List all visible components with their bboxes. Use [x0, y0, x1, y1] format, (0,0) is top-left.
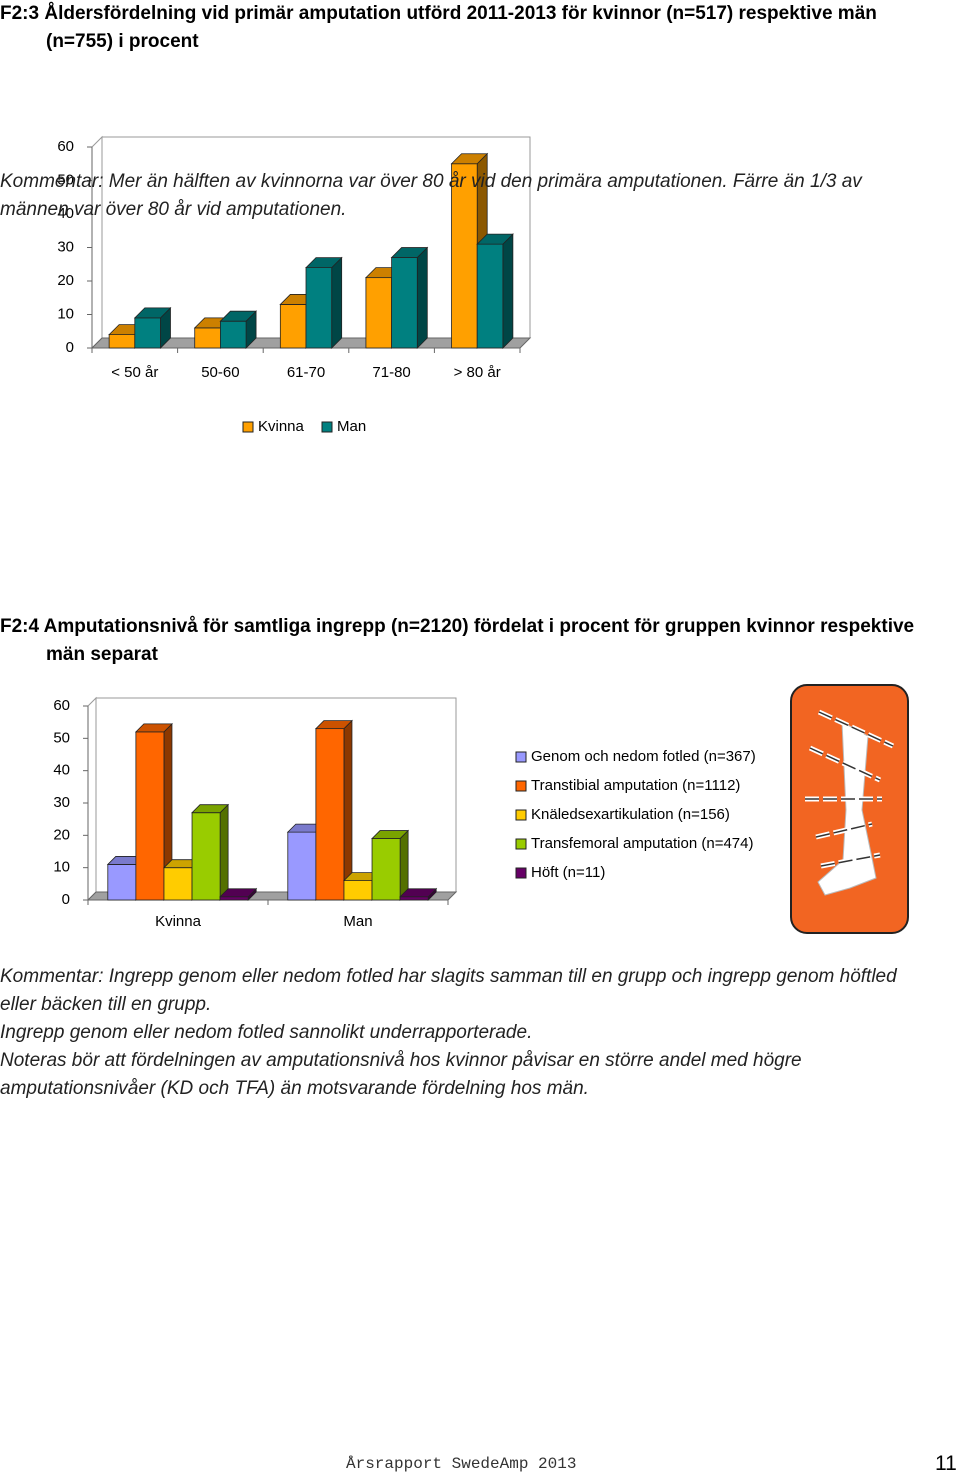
comment: Kommentar: Ingrepp genom eller nedom fot… [0, 963, 930, 1103]
y-tick-label: 40 [57, 205, 74, 222]
bar [108, 334, 136, 349]
y-tick-label: 50 [57, 171, 74, 188]
legend-swatch [515, 751, 527, 763]
y-tick-label: 20 [53, 826, 70, 843]
y-tick-label: 30 [57, 238, 74, 255]
legend-label: Knäledsexartikulation (n=156) [531, 806, 730, 823]
x-tick-label: < 50 år [111, 364, 158, 381]
bar [134, 317, 161, 349]
bar [219, 320, 247, 349]
legend-label: Höft (n=11) [531, 864, 605, 881]
y-tick-label: 20 [57, 272, 74, 289]
legend-swatch [515, 867, 527, 879]
bar [391, 257, 418, 349]
bar-top [476, 233, 514, 245]
bar [451, 163, 478, 349]
comment-paragraph: Ingrepp genom eller nedom fotled sannoli… [0, 1022, 533, 1043]
bar-top [450, 153, 489, 165]
bar-top [191, 804, 230, 814]
bar-top [371, 830, 410, 839]
legend-swatch [321, 421, 333, 433]
legend-label: Genom och nedom fotled (n=367) [531, 748, 756, 765]
bar [365, 277, 393, 349]
bar [135, 731, 165, 901]
y-tick-label: 60 [53, 697, 70, 714]
leg-illustration [790, 684, 909, 934]
bar [191, 812, 221, 901]
x-tick-label: 71-80 [372, 364, 410, 381]
comment-paragraph: Kommentar: Ingrepp genom eller nedom fot… [0, 966, 897, 1015]
bar-top [219, 310, 258, 322]
figure-title: F2:3 Åldersfördelning vid primär amputat… [0, 3, 877, 52]
bar-top [134, 723, 173, 733]
comment-paragraph: Kommentar: Mer än hälften av kvinnorna v… [0, 171, 862, 220]
bar-side [343, 719, 353, 901]
y-tick-label: 50 [53, 729, 70, 746]
bar-top [314, 720, 353, 730]
side-wall [87, 696, 97, 902]
legend-label: Transfemoral amputation (n=474) [531, 835, 753, 852]
bar-side [502, 233, 514, 349]
bar-side [219, 803, 229, 901]
y-tick-label: 10 [57, 305, 74, 322]
x-tick-label: > 80 år [454, 364, 501, 381]
y-tick-label: 0 [66, 339, 74, 356]
bar [315, 728, 345, 901]
legend-swatch [515, 809, 527, 821]
bar-side [416, 246, 428, 349]
bar-top [305, 257, 343, 269]
bar [476, 243, 504, 349]
bar-top [133, 307, 172, 319]
y-tick-label: 40 [53, 762, 70, 779]
bar [163, 867, 193, 901]
comment-paragraph: Noteras bör att fördelningen av amputati… [0, 1050, 802, 1099]
bar-side [331, 256, 343, 349]
legend-swatch [515, 780, 527, 792]
bar-top [390, 247, 429, 258]
legend-swatch [242, 421, 254, 433]
footer-text: Årsrapport SwedeAmp 2013 [346, 1455, 577, 1473]
figure-title: F2:4 Amputationsnivå för samtliga ingrep… [0, 616, 915, 665]
y-tick-label: 0 [62, 891, 70, 908]
y-tick-label: 30 [53, 794, 70, 811]
bar [107, 864, 137, 901]
bar [343, 880, 373, 901]
bar [219, 896, 249, 901]
y-tick-label: 60 [57, 138, 74, 155]
legend-label: Transtibial amputation (n=1112) [531, 777, 740, 794]
bar [279, 304, 307, 349]
bar [399, 896, 429, 901]
legend-label: Man [337, 418, 366, 435]
x-tick-label: Kvinna [155, 913, 202, 930]
bar-top [219, 888, 258, 898]
comment: Kommentar: Mer än hälften av kvinnorna v… [0, 168, 930, 224]
legend-swatch [515, 838, 527, 850]
x-tick-label: Man [343, 913, 372, 930]
bar [287, 831, 317, 901]
y-tick-label: 10 [53, 859, 70, 876]
page-number: 11 [935, 1452, 957, 1475]
x-tick-label: 61-70 [287, 364, 325, 381]
bar-top [399, 888, 438, 898]
x-tick-label: 50-60 [201, 364, 239, 381]
bar [371, 838, 401, 901]
bar [194, 327, 221, 349]
bar [305, 267, 333, 349]
legend-label: Kvinna [258, 418, 305, 435]
